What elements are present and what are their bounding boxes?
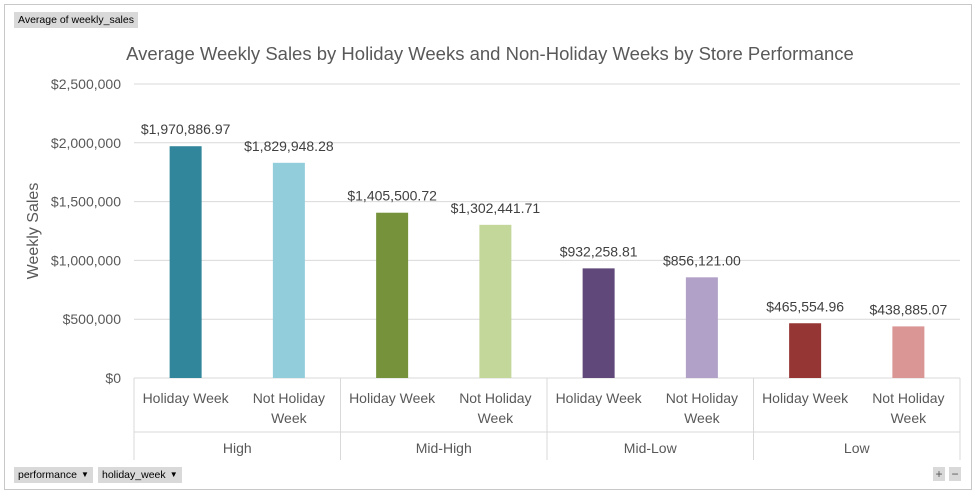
- x-category-label: Holiday Week: [556, 390, 643, 406]
- x-group-label: Mid-High: [416, 440, 472, 456]
- dropdown-icon: ▼: [81, 470, 89, 479]
- bar: [892, 326, 925, 378]
- bar: [169, 146, 202, 378]
- collapse-button[interactable]: −: [949, 467, 961, 481]
- data-label: $465,554.96: [766, 298, 844, 314]
- y-tick-label: $1,000,000: [51, 252, 121, 268]
- bar: [582, 268, 615, 378]
- expand-button[interactable]: +: [933, 467, 945, 481]
- x-category-label: Not Holiday: [872, 390, 944, 406]
- data-label: $438,885.07: [869, 301, 947, 317]
- bar: [685, 277, 718, 378]
- y-tick-label: $1,500,000: [51, 194, 121, 210]
- performance-field-label: performance: [18, 469, 77, 481]
- x-group-label: High: [223, 440, 252, 456]
- y-tick-label: $2,000,000: [51, 135, 121, 151]
- x-category-label: Not Holiday: [253, 390, 325, 406]
- x-group-label: Mid-Low: [624, 440, 678, 456]
- x-category-label: Not Holiday: [666, 390, 738, 406]
- value-field-button[interactable]: Average of weekly_sales: [14, 12, 138, 28]
- holiday-week-field-label: holiday_week: [102, 469, 166, 481]
- bar: [376, 212, 409, 378]
- data-label: $932,258.81: [560, 243, 638, 259]
- x-group-label: Low: [844, 440, 871, 456]
- data-label: $1,829,948.28: [244, 138, 334, 154]
- x-category-label: Week: [684, 410, 721, 426]
- y-tick-label: $2,500,000: [51, 76, 121, 92]
- bar: [272, 162, 305, 378]
- y-tick-label: $500,000: [63, 311, 122, 327]
- y-axis-title: Weekly Sales: [25, 183, 42, 280]
- y-tick-label: $0: [105, 370, 121, 386]
- data-label: $1,302,441.71: [451, 200, 541, 216]
- x-category-label: Holiday Week: [762, 390, 849, 406]
- data-label: $1,970,886.97: [141, 121, 231, 137]
- dropdown-icon: ▼: [169, 470, 178, 479]
- bar: [789, 323, 822, 378]
- x-category-label: Week: [271, 410, 308, 426]
- x-category-label: Holiday Week: [349, 390, 436, 406]
- x-category-label: Week: [891, 410, 928, 426]
- performance-field-button[interactable]: performance ▼: [14, 467, 93, 483]
- data-label: $1,405,500.72: [347, 188, 437, 204]
- bar: [479, 224, 512, 378]
- chart-title: Average Weekly Sales by Holiday Weeks an…: [126, 43, 854, 64]
- holiday-week-field-button[interactable]: holiday_week ▼: [98, 467, 182, 483]
- x-category-label: Not Holiday: [459, 390, 531, 406]
- x-category-label: Holiday Week: [143, 390, 230, 406]
- data-label: $856,121.00: [663, 252, 741, 268]
- x-category-label: Week: [478, 410, 515, 426]
